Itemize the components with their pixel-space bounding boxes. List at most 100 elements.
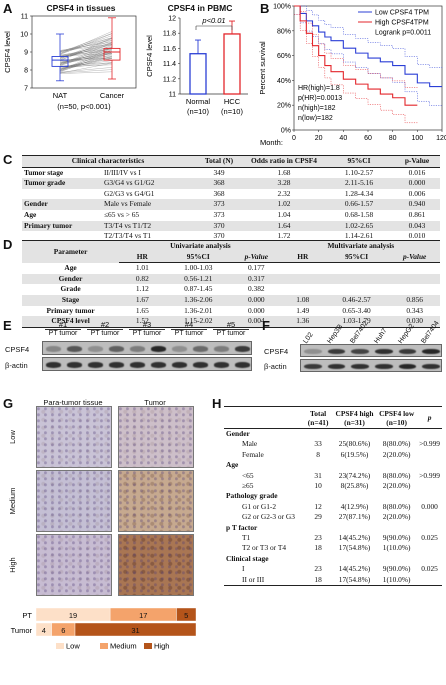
stk-legend-swatch	[100, 643, 108, 649]
stk-value-label: 4	[42, 626, 46, 635]
table-h-header-cell: Total (n=41)	[303, 406, 333, 429]
table-c-row: Tumor grade G3/G4 vs G1/G2 368 3.28 2.11-5.1…	[22, 178, 440, 189]
table-c-row: Tumor stage II/III/IV vs I 349 1.68 1.10-2.5…	[22, 167, 440, 178]
table-h-cell	[417, 481, 442, 491]
table-d-cell	[389, 274, 440, 285]
table-h-cell: 2(20.0%)	[382, 481, 411, 491]
table-h-cell: 1(10.0%)	[382, 543, 411, 553]
blot-e-pair-label: #5	[226, 320, 236, 329]
survival-ylabel: Percent survival	[258, 41, 267, 95]
table-c-cell: 368	[213, 188, 225, 198]
table-h-label: I	[242, 564, 245, 574]
blot-e-actin-band	[213, 362, 230, 368]
table-h-cell: 0.025	[421, 564, 438, 574]
table-d-cell: 1.36-2.01	[184, 305, 213, 315]
table-h-header-cell	[224, 406, 304, 429]
blot-e-lane-label: PT tumor	[216, 330, 246, 337]
table-h-cell: 8(80.0%)	[382, 439, 411, 449]
blot-e-pair-label: #1	[58, 320, 68, 329]
stk-category-label: Tumor	[11, 626, 33, 635]
table-c-header-cell: Total (N)	[194, 155, 244, 168]
panel-letter-h: H	[212, 396, 222, 411]
blot-e-actin-band	[87, 362, 104, 368]
survival-xtick: 100	[411, 135, 423, 142]
blot-e-actin-band	[192, 362, 209, 368]
table-d-cell	[389, 263, 440, 274]
table-c-cell: 1.68	[277, 167, 291, 177]
table-c-cell: 2.32	[277, 188, 291, 198]
table-d-subheader: HR 95%CI p-Value HR 95%CI p-Value	[22, 251, 440, 264]
pbmc-bar-hcc	[223, 33, 241, 95]
survival-curve-low	[294, 5, 442, 88]
blot-f-lane-label: Hep3B	[325, 323, 344, 345]
table-h-label: G2 or G2-3 or G3	[242, 512, 295, 522]
box-plot: CPSF4 level 7 8 9 10 11 NAT Cancer (n=50, p<…	[3, 14, 137, 111]
table-c-row: Primary tumor T3/T4 vs T1/T2 370 1.64 1.02-2…	[22, 220, 440, 232]
table-c-group: Primary tumor	[24, 220, 73, 230]
blot-f-lane-label: Bel7402	[349, 319, 370, 345]
table-c-cell: 370	[213, 220, 225, 230]
survival-xtick: 60	[364, 135, 372, 142]
survival-chart: Percent survival 0% 20% 40% 60% 80% 100% 0 20 4…	[258, 4, 446, 148]
table-c-label-cell: Primary tumor T3/T4 vs T1/T2	[22, 221, 194, 232]
table-h-row: T2 or T3 or T4 18 17(54.8%) 1(10.0%)	[224, 543, 442, 553]
blot-e-actin-band	[66, 362, 83, 368]
panel-letter-g: G	[3, 396, 14, 411]
table-c-row: Age ≤65 vs > 65 373 1.04 0.68-1.58 0.861	[22, 210, 440, 221]
table-c-cell: 1.02	[277, 199, 291, 209]
table-c-cell: 0.66-1.57	[344, 199, 374, 209]
table-h-row: Female 8 6(19.5%) 2(20.0%)	[224, 450, 442, 460]
pbmc-ylabel: CPSF4 level	[145, 35, 154, 77]
table-d-subheader-cell: HR	[119, 251, 166, 264]
box-cancer	[103, 47, 121, 61]
pbmc-ytick: 11	[169, 92, 176, 99]
table-d-row: CPSF4 level 1.52 1.15-2.02 0.004 1.36 1.03-1.…	[22, 316, 440, 328]
blot-e-pair-line	[45, 329, 81, 330]
blot-f-actin-band	[327, 364, 346, 370]
table-d-param: Primary tumor	[46, 305, 95, 315]
table-c-cell: 0.006	[408, 188, 426, 198]
box-plot-ylabel: CPSF4 level	[3, 31, 12, 73]
table-d-cell: 1.01	[135, 263, 149, 273]
table-c-cell: 1.28-4.34	[344, 188, 374, 198]
stat-phr: p(HR)=0.0013	[298, 95, 342, 102]
table-d-param: Grade	[60, 284, 81, 294]
panel-letter-a: A	[3, 1, 13, 16]
blot-e-cpsf4-band	[192, 346, 209, 352]
pbmc-cat-normal: Normal	[186, 97, 211, 106]
table-h-header: Total (n=41) CPSF4 high (n=31) CPSF4 low (…	[224, 406, 442, 429]
blot-f-cpsf4-band	[303, 349, 322, 355]
g-col-title-para: Para-tumor tissue	[43, 398, 103, 407]
table-h-cell: 23(74.2%)	[338, 470, 371, 480]
table-h-cell: 18	[314, 543, 322, 553]
table-c-header-cell: p-Value	[394, 155, 440, 168]
table-d-cell: 1.15-2.02	[165, 316, 231, 328]
table-d-row: Stage 1.67 1.36-2.06 0.000 1.08 0.46-2.57 0.85…	[22, 294, 440, 306]
table-c-comparison: T3/T4 vs T1/T2	[104, 220, 152, 230]
table-h-cell: 10	[314, 481, 322, 491]
table-h-row: p T factor	[224, 523, 442, 533]
blot-e-pair-line	[213, 329, 249, 330]
table-h-cell: 17(54.8%)	[338, 543, 371, 553]
table-h-row: Gender	[224, 429, 442, 440]
table-h-cell: 9(90.0%)	[382, 533, 411, 543]
blot-e-pair-line	[171, 329, 207, 330]
table-d-subheader-cell: 95%CI	[323, 251, 390, 264]
survival-ytick: 100%	[273, 4, 291, 11]
stk-legend-label: Medium	[110, 642, 137, 651]
blot-f-actin-band	[398, 364, 417, 370]
panel-letter-f: F	[262, 318, 270, 333]
blot-e-cpsf4-band	[234, 346, 251, 352]
table-h-cell: 23	[314, 533, 322, 543]
survival-xtick: 80	[389, 135, 397, 142]
table-h-header-cell: p	[417, 406, 442, 429]
table-d-cell	[324, 274, 389, 285]
survival-xlabel: Month:	[260, 138, 283, 147]
blot-f-cpsf4-strip	[300, 344, 442, 357]
table-c-cell: 0.861	[408, 209, 426, 219]
blot-e-cpsf4-band	[45, 346, 62, 352]
table-h-row: II or III 18 17(54.8%) 1(10.0%)	[224, 574, 442, 587]
table-c-header-cell: Clinical characteristics	[22, 155, 194, 168]
panel-a-right-title: CPSF4 in PBMC	[167, 3, 233, 13]
table-h-label: T1	[242, 533, 251, 543]
